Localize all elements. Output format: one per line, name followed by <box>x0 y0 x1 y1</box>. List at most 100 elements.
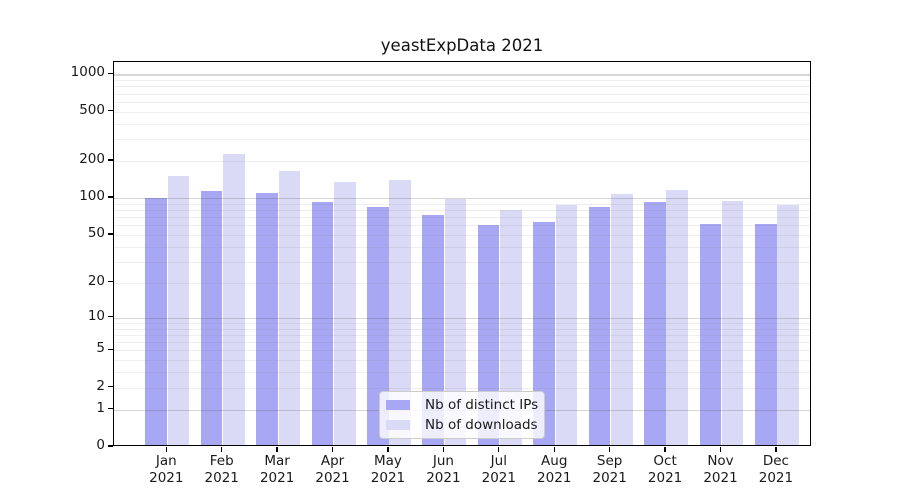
y-axis-tick-label: 2 <box>96 377 105 394</box>
gridline-minor <box>114 261 810 263</box>
x-axis-tick-label: Jul 2021 <box>481 453 516 486</box>
y-axis-tick-label: 500 <box>79 101 105 118</box>
gridline-minor <box>114 203 810 205</box>
y-axis-tick-label: 100 <box>79 188 105 205</box>
y-axis-tick-label: 1000 <box>70 64 105 81</box>
gridline-minor <box>114 86 810 88</box>
x-tick-mark <box>553 446 555 452</box>
bar-nb-of-distinct-ips-apr-2021 <box>311 201 334 445</box>
bar-nb-of-distinct-ips-jul-2021 <box>477 225 500 445</box>
x-axis-tick-label: Sep 2021 <box>592 453 627 486</box>
bar-nb-of-downloads-jan-2021 <box>167 176 190 445</box>
x-axis-tick-label: Apr 2021 <box>315 453 350 486</box>
gridline-minor <box>114 123 810 125</box>
y-axis-tick-label: 1 <box>96 399 105 416</box>
gridline-minor <box>114 387 810 389</box>
gridline-minor <box>114 160 810 162</box>
x-tick-mark <box>221 446 223 452</box>
gridline-minor <box>114 225 810 227</box>
y-axis-tick-label: 50 <box>87 224 105 241</box>
x-tick-mark <box>387 446 389 452</box>
gridline-minor <box>114 334 810 336</box>
x-axis-tick-label: Feb 2021 <box>204 453 239 486</box>
gridline-minor <box>114 93 810 95</box>
bar-nb-of-distinct-ips-may-2021 <box>366 207 389 445</box>
y-tick-mark <box>108 233 113 235</box>
gridline-minor <box>114 322 810 324</box>
legend-item-distinct-ips: Nb of distinct IPs <box>386 397 544 414</box>
gridline-major <box>114 74 810 76</box>
gridline-minor <box>114 101 810 103</box>
y-tick-mark <box>108 159 113 161</box>
bar-nb-of-distinct-ips-dec-2021 <box>754 224 777 445</box>
bar-nb-of-downloads-feb-2021 <box>223 153 245 445</box>
y-tick-mark <box>108 445 113 447</box>
y-tick-mark <box>108 316 113 318</box>
bar-nb-of-distinct-ips-jan-2021 <box>145 198 167 445</box>
y-tick-mark <box>108 407 113 410</box>
bar-nb-of-distinct-ips-oct-2021 <box>644 201 666 445</box>
legend-label-distinct-ips: Nb of distinct IPs <box>425 397 539 413</box>
y-axis-tick-label: 200 <box>79 150 105 167</box>
legend-label-downloads: Nb of downloads <box>425 417 538 433</box>
gridline-minor <box>114 282 810 284</box>
gridline-minor <box>114 372 810 374</box>
x-tick-mark <box>719 446 722 452</box>
gridline-major <box>114 198 810 200</box>
y-axis-tick-label: 0 <box>96 436 105 453</box>
gridline-minor <box>114 217 810 219</box>
x-tick-mark <box>609 446 611 452</box>
x-tick-mark <box>498 446 500 452</box>
y-tick-mark <box>108 348 113 351</box>
legend: Nb of distinct IPs Nb of downloads <box>379 391 545 439</box>
x-tick-mark <box>276 446 278 452</box>
gridline-minor <box>114 342 810 344</box>
bar-nb-of-downloads-jul-2021 <box>500 210 522 445</box>
y-axis-tick-label: 5 <box>96 340 105 357</box>
x-tick-mark <box>664 446 666 452</box>
x-axis-tick-label: Jun 2021 <box>426 453 461 486</box>
plot-area <box>113 61 811 446</box>
y-tick-mark <box>108 110 113 112</box>
bar-nb-of-distinct-ips-mar-2021 <box>256 192 278 445</box>
gridline-minor <box>114 360 810 362</box>
bar-nb-of-downloads-nov-2021 <box>721 200 744 445</box>
bar-nb-of-downloads-aug-2021 <box>555 204 578 445</box>
bar-nb-of-downloads-may-2021 <box>389 179 411 445</box>
x-axis-tick-label: Aug 2021 <box>537 453 572 486</box>
y-tick-mark <box>108 281 113 283</box>
gridline-minor <box>114 80 810 82</box>
y-tick-mark <box>108 386 113 388</box>
bar-nb-of-downloads-jun-2021 <box>444 199 467 445</box>
legend-swatch-downloads <box>386 419 410 431</box>
y-axis-tick-label: 10 <box>87 307 105 324</box>
x-axis-tick-label: Mar 2021 <box>259 453 295 486</box>
gridline-major <box>114 317 810 319</box>
x-axis-tick-label: Nov 2021 <box>703 453 738 486</box>
bar-nb-of-downloads-apr-2021 <box>333 181 356 445</box>
gridline-minor <box>114 234 810 236</box>
gridline-minor <box>114 328 810 330</box>
x-axis-tick-label: May 2021 <box>370 453 406 486</box>
y-tick-mark <box>108 72 113 75</box>
x-axis-tick-label: Oct 2021 <box>647 453 683 486</box>
x-axis-tick-label: Jan 2021 <box>149 453 184 486</box>
x-tick-mark <box>331 446 334 452</box>
bar-nb-of-downloads-sep-2021 <box>611 193 633 445</box>
x-axis-tick-label: Dec 2021 <box>758 453 794 486</box>
gridline-minor <box>114 139 810 141</box>
y-tick-mark <box>108 196 113 198</box>
bar-nb-of-distinct-ips-aug-2021 <box>533 221 555 445</box>
legend-item-downloads: Nb of downloads <box>386 417 544 434</box>
chart-title: yeastExpData 2021 <box>380 36 544 55</box>
gridline-minor <box>114 350 810 352</box>
legend-swatch-distinct-ips <box>386 399 410 411</box>
bar-nb-of-downloads-dec-2021 <box>777 204 799 445</box>
y-axis-tick-label: 20 <box>87 272 105 289</box>
gridline-minor <box>114 210 810 211</box>
x-tick-mark <box>165 446 167 452</box>
bar-nb-of-downloads-oct-2021 <box>666 189 689 445</box>
x-tick-mark <box>442 446 445 452</box>
bar-nb-of-downloads-mar-2021 <box>278 171 301 445</box>
